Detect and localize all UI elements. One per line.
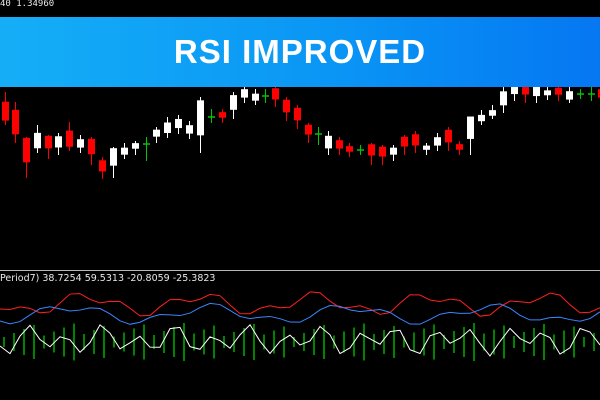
candle: [357, 145, 364, 155]
candle: [588, 87, 595, 101]
candle: [121, 143, 128, 159]
histogram: [3, 323, 595, 361]
candle: [283, 97, 290, 121]
candle: [336, 137, 343, 155]
rsi-line-white: [0, 323, 600, 357]
candle: [423, 143, 430, 155]
candle: [219, 109, 226, 123]
candle: [23, 137, 30, 178]
candle: [467, 116, 474, 155]
candle: [164, 117, 171, 138]
candle: [379, 145, 386, 165]
price-chart: [2, 82, 600, 179]
rsi-line-blue: [0, 302, 600, 325]
candle: [489, 105, 496, 119]
candle: [12, 102, 19, 143]
candle: [110, 147, 117, 178]
candle: [315, 127, 322, 145]
candle: [412, 131, 419, 153]
candle: [241, 85, 248, 103]
candle: [230, 92, 237, 119]
candle: [533, 84, 540, 103]
candle: [99, 157, 106, 179]
indicator-subwindow: [0, 291, 600, 361]
title-banner: RSI IMPROVED: [0, 17, 600, 87]
candle: [434, 133, 441, 151]
candle: [445, 127, 452, 151]
candle: [390, 145, 397, 161]
candle: [325, 131, 332, 155]
candle: [294, 105, 301, 129]
candle: [598, 89, 600, 98]
candle: [45, 135, 52, 159]
price-readout: 40 1.34960: [0, 0, 55, 9]
candle: [252, 89, 259, 105]
candle: [478, 110, 485, 125]
candle: [401, 135, 408, 155]
candle: [34, 125, 41, 153]
candle: [272, 85, 279, 107]
candle: [153, 127, 160, 143]
candle: [186, 121, 193, 139]
candle: [208, 109, 215, 123]
candle: [77, 135, 84, 153]
candle: [456, 141, 463, 155]
candle: [88, 137, 95, 165]
candle: [544, 87, 551, 100]
rsi-line-red: [0, 291, 600, 317]
candle: [346, 143, 353, 157]
candle: [368, 143, 375, 165]
candle: [555, 85, 562, 101]
indicator-label: Period7) 38.7254 59.5313 -20.8059 -25.38…: [0, 273, 216, 284]
subwindow-separator[interactable]: [0, 270, 600, 271]
candle: [55, 133, 62, 155]
candle: [175, 115, 182, 134]
banner-title: RSI IMPROVED: [173, 33, 427, 70]
candle: [132, 141, 139, 155]
candle: [66, 122, 73, 151]
candle: [500, 87, 507, 113]
candle: [197, 97, 204, 153]
candle: [305, 123, 312, 143]
candle: [262, 89, 269, 103]
candle: [143, 137, 150, 161]
candle: [577, 89, 584, 99]
candle: [566, 85, 573, 103]
candle: [2, 92, 9, 125]
